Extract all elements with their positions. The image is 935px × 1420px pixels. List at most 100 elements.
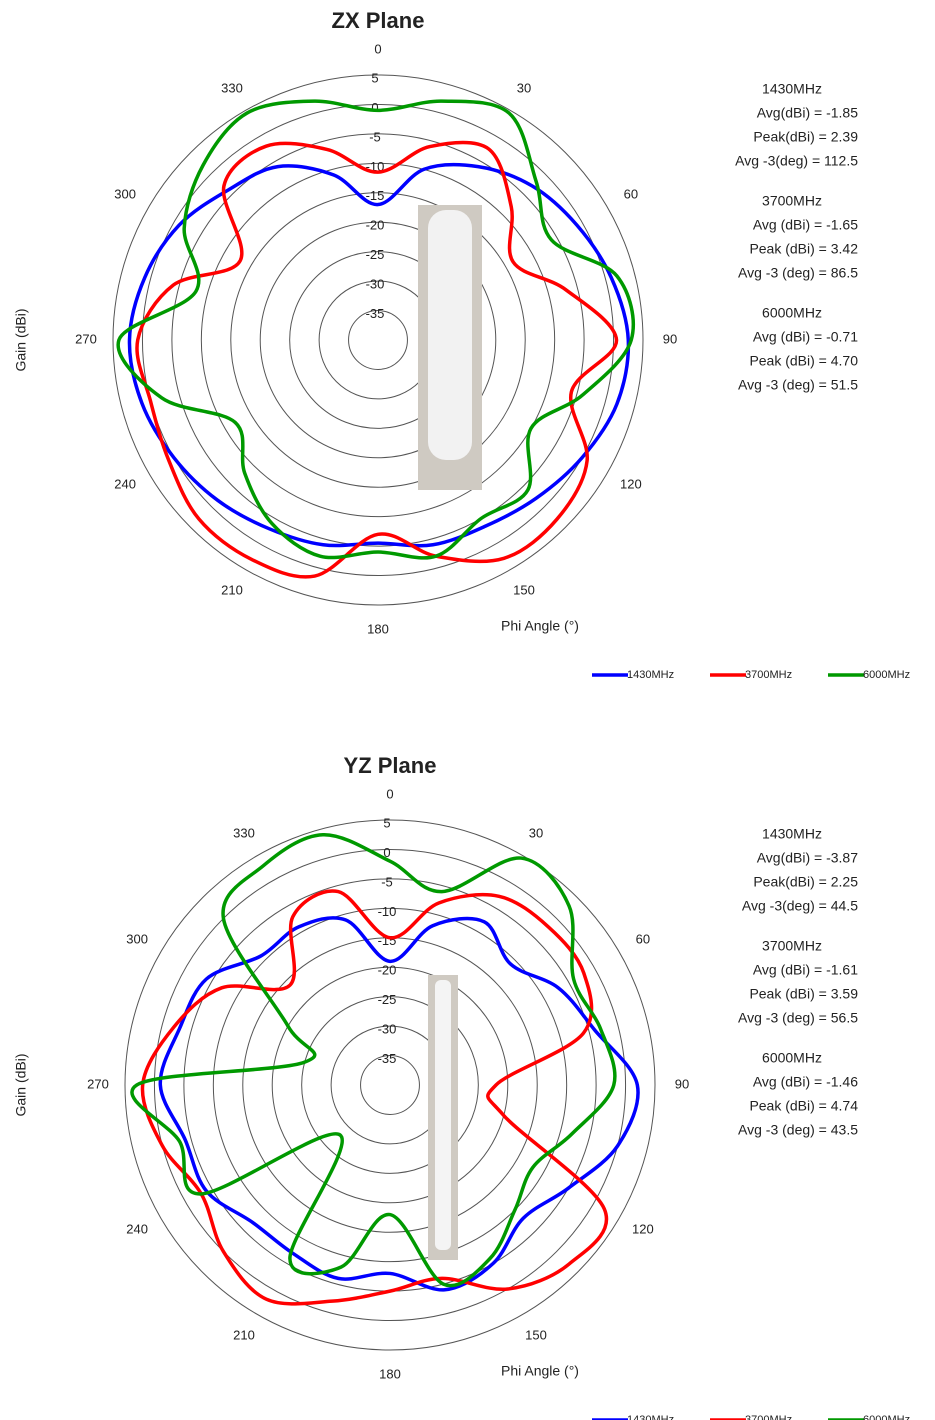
annotation-line: Avg -3 (deg) = 43.5 <box>738 1122 858 1138</box>
annotation-line: Peak(dBi) = 2.39 <box>753 129 858 145</box>
angle-label: 210 <box>233 1328 255 1343</box>
r-tick-label: -25 <box>378 992 397 1007</box>
series-line <box>130 832 617 1288</box>
grid-ring <box>242 937 538 1233</box>
annotation-title: 6000MHz <box>762 305 822 321</box>
annotation-line: Peak (dBi) = 4.74 <box>749 1098 858 1114</box>
grid-ring <box>348 310 408 370</box>
grid <box>112 74 644 606</box>
angle-label: 300 <box>126 931 148 946</box>
angle-label: 210 <box>221 583 243 598</box>
annotation-line: Peak (dBi) = 3.42 <box>749 241 858 257</box>
series-line <box>158 916 640 1292</box>
annotation-title: 3700MHz <box>762 938 822 954</box>
r-tick-label: 0 <box>371 100 378 115</box>
chart-title: YZ Plane <box>344 753 437 778</box>
angle-label: 30 <box>517 80 531 95</box>
annotation-line: Avg(dBi) = -3.87 <box>757 850 859 866</box>
r-tick-label: 0 <box>383 845 390 860</box>
grid-ring <box>212 907 568 1263</box>
angle-label: 120 <box>620 476 642 491</box>
grid-ring <box>171 133 585 547</box>
annotation-title: 1430MHz <box>762 826 822 842</box>
r-tick-label: -5 <box>369 129 381 144</box>
annotation-line: Avg(dBi) = -1.85 <box>757 105 859 121</box>
chart: -35-30-25-20-15-10-505030609012015018021… <box>13 8 910 681</box>
r-tick-label: -5 <box>381 874 393 889</box>
series-line <box>140 889 609 1306</box>
annotation-title: 1430MHz <box>762 81 822 97</box>
antenna-photo <box>428 210 472 460</box>
x-axis-label: Phi Angle (°) <box>501 618 579 634</box>
annotation-line: Avg (dBi) = -1.61 <box>753 962 858 978</box>
legend-label: 1430MHz <box>627 669 674 681</box>
series-line <box>116 99 635 560</box>
grid-ring <box>200 162 556 518</box>
angle-label: 300 <box>114 186 136 201</box>
r-tick-label: -30 <box>378 1022 397 1037</box>
grid-ring <box>112 74 644 606</box>
grid-ring <box>301 996 479 1174</box>
angle-label: 330 <box>233 825 255 840</box>
annotation-line: Avg -3(deg) = 44.5 <box>742 898 858 914</box>
annotation-line: Peak(dBi) = 2.25 <box>753 874 858 890</box>
grid-ring <box>124 819 656 1351</box>
angle-label: 60 <box>624 186 638 201</box>
chart: -35-30-25-20-15-10-505030609012015018021… <box>13 753 910 1420</box>
angle-label: 150 <box>513 583 535 598</box>
legend-label: 6000MHz <box>863 669 910 681</box>
r-tick-label: -15 <box>366 188 385 203</box>
angle-label: 270 <box>75 331 97 346</box>
annotation-title: 3700MHz <box>762 193 822 209</box>
grid-ring <box>259 221 497 459</box>
angle-label: 90 <box>663 331 677 346</box>
r-tick-label: -30 <box>366 277 385 292</box>
r-tick-label: -35 <box>378 1051 397 1066</box>
angle-label: 90 <box>675 1076 689 1091</box>
y-axis-label: Gain (dBi) <box>13 308 29 371</box>
annotation-line: Avg -3 (deg) = 86.5 <box>738 265 858 281</box>
antenna-photo <box>435 980 451 1250</box>
annotation-title: 6000MHz <box>762 1050 822 1066</box>
angle-label: 240 <box>114 476 136 491</box>
grid-ring <box>153 848 627 1322</box>
annotation-line: Peak (dBi) = 3.59 <box>749 986 858 1002</box>
angle-label: 0 <box>386 786 393 801</box>
series-line <box>135 140 619 579</box>
angle-label: 30 <box>529 825 543 840</box>
legend-label: 1430MHz <box>627 1414 674 1420</box>
angle-label: 270 <box>87 1076 109 1091</box>
angle-label: 180 <box>379 1366 401 1381</box>
annotation-line: Avg -3 (deg) = 51.5 <box>738 377 858 393</box>
x-axis-label: Phi Angle (°) <box>501 1363 579 1379</box>
chart-title: ZX Plane <box>332 8 425 33</box>
grid-ring <box>271 966 509 1204</box>
annotation-line: Avg (dBi) = -0.71 <box>753 329 858 345</box>
grid-ring <box>141 103 615 577</box>
angle-label: 0 <box>374 41 381 56</box>
annotation-line: Avg (dBi) = -1.65 <box>753 217 858 233</box>
angle-label: 330 <box>221 80 243 95</box>
r-tick-label: 5 <box>383 815 390 830</box>
series-line <box>127 162 631 548</box>
annotation-line: Avg (dBi) = -1.46 <box>753 1074 858 1090</box>
grid-ring <box>360 1055 420 1115</box>
angle-label: 120 <box>632 1221 654 1236</box>
grid <box>124 819 656 1351</box>
r-tick-label: -25 <box>366 247 385 262</box>
angle-label: 180 <box>367 621 389 636</box>
y-axis-label: Gain (dBi) <box>13 1053 29 1116</box>
r-tick-label: 5 <box>371 70 378 85</box>
r-tick-label: -20 <box>378 963 397 978</box>
annotation-line: Avg -3 (deg) = 56.5 <box>738 1010 858 1026</box>
angle-label: 60 <box>636 931 650 946</box>
legend-label: 3700MHz <box>745 1414 792 1420</box>
r-tick-label: -35 <box>366 306 385 321</box>
annotation-line: Avg -3(deg) = 112.5 <box>735 153 858 169</box>
r-tick-label: -10 <box>378 904 397 919</box>
angle-label: 240 <box>126 1221 148 1236</box>
angle-label: 150 <box>525 1328 547 1343</box>
r-tick-label: -20 <box>366 218 385 233</box>
annotation-line: Peak (dBi) = 4.70 <box>749 353 858 369</box>
